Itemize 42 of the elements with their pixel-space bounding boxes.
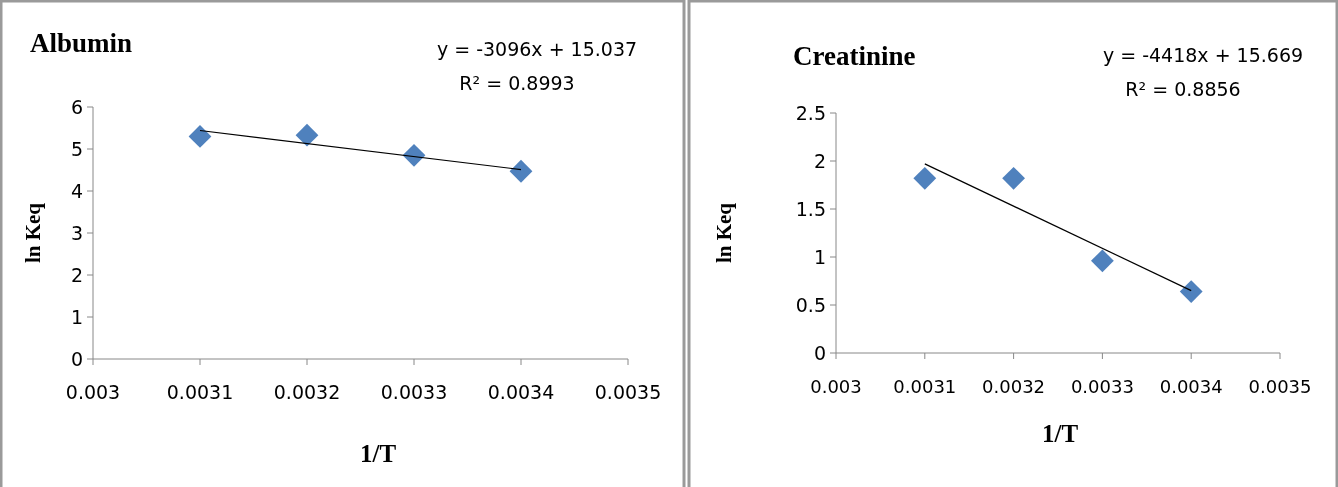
x-tick-label: 0.0034 bbox=[487, 381, 555, 403]
x-axis-title: 1/T bbox=[359, 440, 397, 467]
y-tick-label: 2 bbox=[70, 263, 83, 286]
y-tick-label: 2 bbox=[813, 149, 826, 172]
chart-title: Creatinine bbox=[793, 41, 916, 71]
x-tick-label: 0.003 bbox=[65, 381, 121, 403]
y-tick-label: 2.5 bbox=[795, 101, 826, 124]
y-tick-label: 1 bbox=[70, 305, 83, 328]
x-tick-label: 0.0035 bbox=[1248, 376, 1312, 397]
y-tick-label: 5 bbox=[70, 137, 83, 160]
text: R² = 0.8993 bbox=[459, 72, 575, 94]
y-tick-label: 0 bbox=[813, 341, 826, 364]
point bbox=[295, 123, 319, 147]
point bbox=[913, 166, 937, 190]
text: R² = 0.8856 bbox=[1125, 78, 1241, 100]
x-tick-label: 0.0035 bbox=[594, 381, 662, 403]
y-tick-label: 0 bbox=[70, 347, 83, 370]
x-tick-label: 0.0034 bbox=[1159, 376, 1223, 397]
y-tick-label: 1.5 bbox=[795, 197, 826, 220]
text: y = -4418x + 15.669 bbox=[1102, 44, 1304, 66]
x-tick-label: 0.0033 bbox=[1070, 376, 1134, 397]
point bbox=[1002, 166, 1025, 190]
y-tick-label: 1 bbox=[813, 245, 826, 268]
x-tick-label: 0.0032 bbox=[273, 381, 341, 403]
y-tick-label: 6 bbox=[70, 95, 83, 118]
point bbox=[1091, 249, 1114, 273]
x-tick-label: 0.0031 bbox=[893, 376, 957, 397]
text: y = -3096x + 15.037 bbox=[436, 38, 638, 60]
y-tick-label: 3 bbox=[70, 221, 83, 244]
y-tick-label: 4 bbox=[70, 179, 83, 202]
x-tick-label: 0.0031 bbox=[166, 381, 234, 403]
x-tick-label: 0.003 bbox=[810, 376, 862, 397]
x-tick-label: 0.0033 bbox=[380, 381, 448, 403]
chart-title: Albumin bbox=[30, 28, 133, 58]
point bbox=[509, 159, 533, 183]
point bbox=[1179, 280, 1203, 303]
x-tick-label: 0.0032 bbox=[982, 376, 1046, 397]
point bbox=[188, 125, 212, 148]
y-axis-title: ln Keq bbox=[712, 202, 736, 264]
x-axis-title: 1/T bbox=[1041, 420, 1079, 447]
y-axis-title: ln Keq bbox=[21, 202, 45, 264]
y-tick-label: 0.5 bbox=[795, 293, 826, 316]
